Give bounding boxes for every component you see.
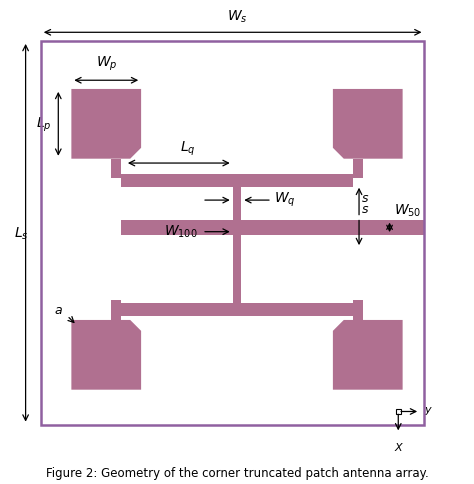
Bar bbox=[41, 42, 424, 424]
Text: $L_p$: $L_p$ bbox=[36, 115, 52, 134]
Bar bbox=[120, 220, 228, 236]
Bar bbox=[354, 159, 363, 179]
Text: $X$: $X$ bbox=[394, 440, 405, 452]
Bar bbox=[396, 409, 401, 414]
Text: $W_{50}$: $W_{50}$ bbox=[394, 202, 421, 218]
Text: $a$: $a$ bbox=[54, 303, 63, 316]
Text: $W_s$: $W_s$ bbox=[227, 8, 247, 25]
Polygon shape bbox=[333, 90, 402, 159]
Bar bbox=[228, 220, 246, 236]
Polygon shape bbox=[72, 320, 141, 390]
Bar bbox=[228, 303, 246, 316]
Polygon shape bbox=[333, 320, 402, 390]
Bar bbox=[354, 301, 363, 320]
Text: $s$: $s$ bbox=[361, 192, 369, 205]
Bar bbox=[120, 175, 354, 188]
Text: $L_s$: $L_s$ bbox=[14, 225, 28, 242]
Text: $y$: $y$ bbox=[424, 404, 433, 416]
Bar bbox=[111, 301, 120, 320]
Text: $W_p$: $W_p$ bbox=[95, 54, 117, 73]
Text: $L_q$: $L_q$ bbox=[180, 139, 195, 157]
Bar bbox=[228, 175, 246, 188]
Text: $s$: $s$ bbox=[361, 203, 369, 216]
Text: Figure 2: Geometry of the corner truncated patch antenna array.: Figure 2: Geometry of the corner truncat… bbox=[46, 466, 428, 479]
Polygon shape bbox=[72, 90, 141, 159]
Bar bbox=[233, 175, 241, 316]
Text: $W_{100}$: $W_{100}$ bbox=[164, 223, 198, 239]
Text: $W_q$: $W_q$ bbox=[274, 190, 296, 209]
Bar bbox=[111, 159, 120, 179]
Bar bbox=[246, 220, 424, 236]
Bar bbox=[120, 303, 354, 316]
